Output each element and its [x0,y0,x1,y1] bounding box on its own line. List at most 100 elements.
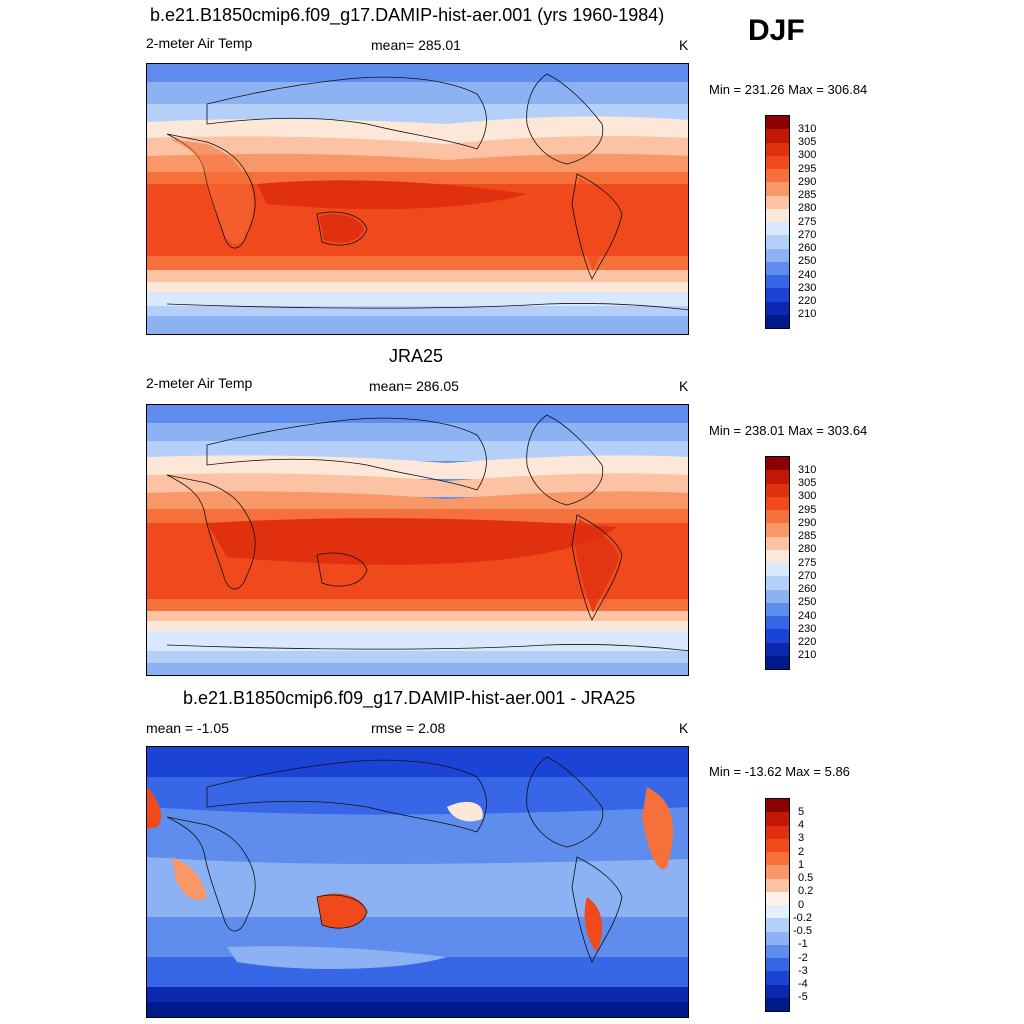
colorbar-tick-label: -4 [798,978,808,990]
colorbar-swatch [766,852,789,866]
colorbar-swatch [766,261,789,275]
colorbar-swatch [766,288,789,302]
colorbar-swatch [766,301,789,315]
colorbar-tick-label: 280 [798,543,817,556]
panel-model-minmax: Min = 231.26 Max = 306.84 [709,82,868,97]
colorbar-tick-label: 230 [798,622,817,635]
colorbar-swatch [766,931,789,945]
colorbar-tick-label: 240 [798,609,817,622]
colorbar-swatch [766,878,789,892]
panel-diff-mean: mean = -1.05 [146,720,229,736]
colorbar-swatch [766,799,789,813]
colorbar-tick-label: 305 [798,136,817,148]
colorbar-swatch [766,616,789,630]
colorbar-tick-label: -0.2 [793,911,812,924]
colorbar-swatch [766,944,789,958]
colorbar-swatch [766,248,789,262]
colorbar-tick-label: 230 [798,281,817,294]
colorbar-tick-label: -2 [798,951,808,964]
colorbar-tick-label: 210 [798,649,817,662]
colorbar-tick-label: 270 [798,228,817,241]
panel-obs-units: K [679,378,689,394]
colorbar-tick-label: 280 [798,202,817,215]
colorbar-swatch [766,182,789,196]
colorbar-tick-label: 290 [798,175,817,188]
colorbar-tick-label: 260 [798,242,817,254]
colorbar-swatch [766,642,789,656]
colorbar-tick-label: 290 [798,516,817,529]
colorbar-tick-label: 310 [798,463,817,476]
colorbar-swatch [766,155,789,169]
panel-diff-rmse: rmse = 2.08 [371,720,446,736]
colorbar-swatch [766,208,789,222]
colorbar-tick-label: -0.5 [793,925,812,937]
colorbar-swatch [766,536,789,550]
colorbar-swatch [766,129,789,143]
colorbar-tick-label: 3 [798,832,805,845]
colorbar-swatch [766,549,789,563]
colorbar-swatch [766,169,789,183]
colorbar-swatch [766,825,789,839]
colorbar-tick-label: 4 [798,819,805,831]
colorbar-swatch [766,629,789,643]
panel-model-variable: 2-meter Air Temp [146,35,253,51]
colorbar-tick-label: 300 [798,149,817,162]
colorbar-swatch [766,510,789,524]
colorbar-tick-label: 270 [798,569,817,582]
season-label: DJF [748,14,805,47]
colorbar-swatch [766,997,789,1011]
difference-map [147,747,688,1017]
colorbar-swatch [766,576,789,590]
colorbar-swatch [766,314,789,328]
colorbar-tick-label: 275 [798,215,817,228]
panel-diff-minmax: Min = -13.62 Max = 5.86 [709,764,850,779]
colorbar-swatch [766,905,789,919]
temperature-map-obs [147,405,688,675]
colorbar-swatch [766,958,789,972]
colorbar-tick-label: 295 [798,162,817,175]
colorbar-tick-label: 5 [798,805,805,818]
colorbar-tick-label: -1 [798,938,808,951]
colorbar-tick-label: -3 [798,964,808,977]
colorbar-swatch [766,457,789,471]
colorbar-swatch [766,865,789,879]
colorbar-tick-label: 220 [798,295,817,307]
colorbar-tick-label: 250 [798,596,817,609]
colorbar-tick-label: 0 [798,898,805,911]
colorbar-tick-label: 210 [798,308,817,321]
colorbar-tick-label: 260 [798,583,817,595]
colorbar-tick-label: 275 [798,556,817,569]
colorbar-tick-label: 300 [798,490,817,503]
panel-obs-mean: mean= 286.05 [369,378,459,394]
colorbar-swatch [766,222,789,236]
colorbar-tick-label: 310 [798,122,817,135]
panel-obs-title: JRA25 [389,346,444,366]
panel-obs-colorbar [765,456,790,670]
colorbar-tick-label: 295 [798,503,817,516]
colorbar-tick-label: 2 [798,845,805,858]
colorbar-swatch [766,984,789,998]
colorbar-swatch [766,589,789,603]
colorbar-swatch [766,496,789,510]
panel-obs-map [146,404,689,676]
colorbar-tick-label: 285 [798,189,817,201]
colorbar-tick-label: 285 [798,530,817,542]
panel-diff-colorbar [765,798,790,1012]
colorbar-swatch [766,602,789,616]
colorbar-swatch [766,116,789,130]
colorbar-swatch [766,655,789,669]
colorbar-swatch [766,235,789,249]
panel-obs-minmax: Min = 238.01 Max = 303.64 [709,423,868,438]
colorbar-tick-label: 250 [798,255,817,268]
colorbar-swatch [766,483,789,497]
panel-model-mean: mean= 285.01 [371,37,461,53]
panel-model-map [146,63,689,335]
temperature-map-model [147,64,688,334]
colorbar-swatch [766,891,789,905]
colorbar-swatch [766,470,789,484]
panel-model-colorbar [765,115,790,329]
colorbar-swatch [766,275,789,289]
colorbar-tick-label: 0.5 [798,872,814,884]
colorbar-tick-label: 220 [798,636,817,648]
panel-diff-title: b.e21.B1850cmip6.f09_g17.DAMIP-hist-aer.… [183,688,636,708]
